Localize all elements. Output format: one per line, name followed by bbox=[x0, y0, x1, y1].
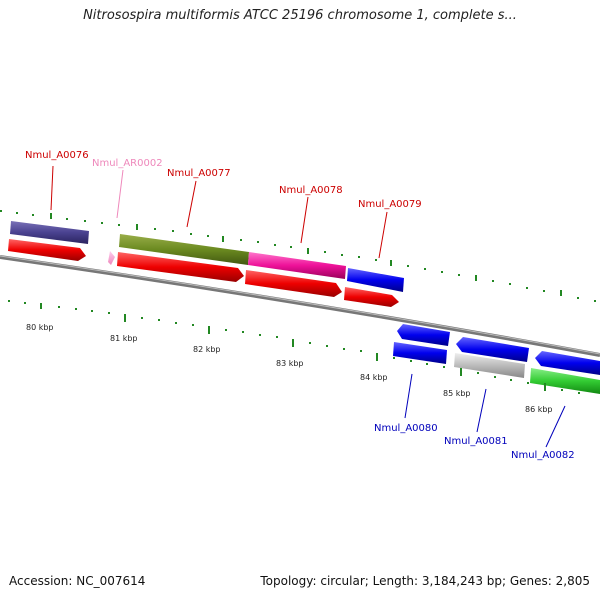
genome-summary: Topology: circular; Length: 3,184,243 bp… bbox=[260, 574, 590, 588]
gene-label-nmul-a0078[interactable]: Nmul_A0078 bbox=[279, 185, 343, 196]
gene-label-nmul-a0077[interactable]: Nmul_A0077 bbox=[167, 168, 231, 179]
gene-label-nmul-a0080[interactable]: Nmul_A0080 bbox=[374, 423, 438, 434]
reverse-strand-genes bbox=[393, 324, 600, 394]
cds-arrow-3[interactable] bbox=[245, 270, 342, 297]
cds-arrow-1[interactable] bbox=[8, 239, 86, 261]
gene-label-nmul-a0076[interactable]: Nmul_A0076 bbox=[25, 150, 89, 161]
gene-block-blue-forward[interactable] bbox=[347, 268, 404, 292]
cds-arrow-4[interactable] bbox=[344, 287, 399, 307]
gene-block-purple[interactable] bbox=[10, 221, 89, 244]
tick-label-85: 85 kbp bbox=[443, 389, 471, 398]
tick-label-82: 82 kbp bbox=[193, 345, 221, 354]
gene-label-nmul-a0082[interactable]: Nmul_A0082 bbox=[511, 450, 575, 461]
tick-label-81: 81 kbp bbox=[110, 334, 138, 343]
genome-backbone bbox=[0, 255, 600, 357]
tick-label-80: 80 kbp bbox=[26, 323, 54, 332]
forward-strand-genes bbox=[8, 221, 404, 307]
gene-label-nmul-ar0002[interactable]: Nmul_AR0002 bbox=[92, 158, 163, 169]
gene-labels: Nmul_A0076 Nmul_AR0002 Nmul_A0077 Nmul_A… bbox=[25, 150, 575, 461]
gc-content-track-upper bbox=[0, 210, 596, 302]
ruler-track-lower bbox=[8, 300, 580, 394]
reverse-arrow-2[interactable] bbox=[456, 337, 529, 362]
gene-block-olive[interactable] bbox=[119, 234, 249, 265]
tick-label-86: 86 kbp bbox=[525, 405, 553, 414]
gene-block-green[interactable] bbox=[530, 368, 600, 394]
gene-label-nmul-a0081[interactable]: Nmul_A0081 bbox=[444, 436, 508, 447]
kbp-tick-labels: 80 kbp 81 kbp 82 kbp 83 kbp 84 kbp 85 kb… bbox=[26, 323, 553, 414]
tick-label-83: 83 kbp bbox=[276, 359, 304, 368]
gene-block-magenta[interactable] bbox=[248, 252, 346, 279]
cds-arrow-2[interactable] bbox=[117, 252, 244, 282]
gene-block-blue-reverse-1[interactable] bbox=[393, 342, 447, 364]
gene-label-leaders bbox=[50, 165, 566, 448]
map-title: Nitrosospira multiformis ATCC 25196 chro… bbox=[83, 8, 517, 23]
reverse-arrow-1[interactable] bbox=[397, 324, 450, 346]
accession-label: Accession: NC_007614 bbox=[9, 574, 146, 588]
reverse-arrow-3[interactable] bbox=[535, 351, 600, 375]
tick-label-84: 84 kbp bbox=[360, 373, 388, 382]
gene-block-gray[interactable] bbox=[454, 353, 525, 378]
trna-arrow[interactable] bbox=[108, 251, 115, 265]
gene-label-nmul-a0079[interactable]: Nmul_A0079 bbox=[358, 199, 422, 210]
